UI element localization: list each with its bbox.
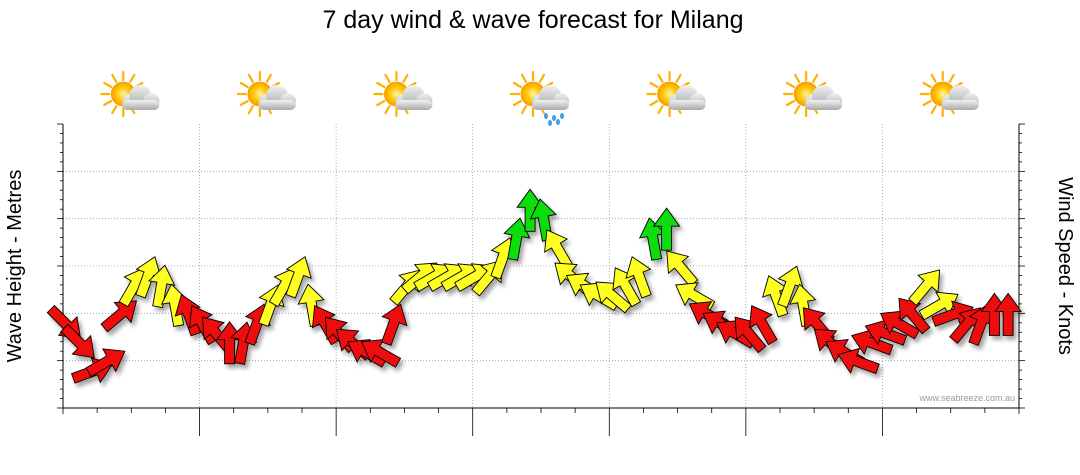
sun-ray [785,81,796,89]
sun-ray [247,73,254,83]
day-header-row [100,70,979,126]
wind-arrow [994,292,1022,336]
y-axis-title-left: Wave Height - Metres [4,170,26,363]
sun-ray [402,73,409,83]
sun-ray [930,73,937,83]
sun-ray [239,99,249,107]
credit-label: www.seabreeze.com.au [918,393,1015,403]
partly-cloudy-icon [646,70,706,118]
sun-ray [384,73,391,83]
sun-ray [922,81,932,89]
sun-ray [538,73,546,83]
sun-ray [520,105,528,115]
sun-ray [657,73,664,83]
sun-ray [649,81,659,89]
cloud-shape [395,85,433,110]
cloud-shape [258,85,296,110]
rain-drop [548,120,552,126]
y-axis-title-right: Wind Speed - Knots [1054,177,1076,355]
partly-cloudy-icon [783,70,843,118]
wind-arrows [46,188,1022,384]
sun-ray [794,73,801,83]
cloud-shape [668,85,706,110]
sun-ray [785,99,796,107]
wind-arrow [898,297,931,335]
sun-ray [129,73,136,83]
sun-ray [930,105,937,115]
wind-arrow [503,217,531,261]
sun-ray [948,73,955,83]
rain-drop [544,113,548,119]
wind-arrow [625,256,652,299]
wind-arrow [85,348,126,378]
sun-ray [922,99,932,107]
rain-shower-icon [509,70,569,126]
wind-arrow [748,305,778,346]
partly-cloudy-icon [100,70,160,118]
partly-cloudy-icon [236,70,296,118]
sun-ray [103,99,113,107]
sun-ray [239,81,249,89]
sun-ray [111,105,118,115]
cloud-shape [532,85,569,110]
partly-cloudy-icon [919,70,979,118]
cloud-shape [805,85,843,110]
sun-ray [103,81,113,89]
wind-arrow [381,303,408,346]
sun-ray [675,73,682,83]
wind-arrow [837,347,880,375]
rain-drop [560,113,564,119]
wind-arrow [908,269,941,306]
sun-ray [384,105,391,115]
partly-cloudy-icon [373,70,433,118]
wind-arrow [285,256,312,299]
sun-ray [520,73,528,83]
sun-ray [376,99,386,107]
sun-ray [376,81,386,89]
sun-ray [111,73,118,83]
chart-title: 7 day wind & wave forecast for Milang [322,6,743,34]
sun-ray [512,99,522,107]
wind-arrow [100,300,138,333]
sun-ray [247,105,254,115]
axes [57,123,1025,436]
sun-ray [512,81,522,89]
sun-ray [657,105,664,115]
wind-arrow [652,207,681,251]
sun-ray [794,105,801,115]
cloud-shape [122,85,160,110]
rain-drop [556,119,560,125]
wind-arrow [148,264,176,309]
rain-drop [552,115,556,121]
wind-arrow [60,323,95,359]
sun-ray [649,99,659,107]
sun-ray [812,73,819,83]
sun-ray [265,73,272,83]
cloud-shape [941,85,979,110]
